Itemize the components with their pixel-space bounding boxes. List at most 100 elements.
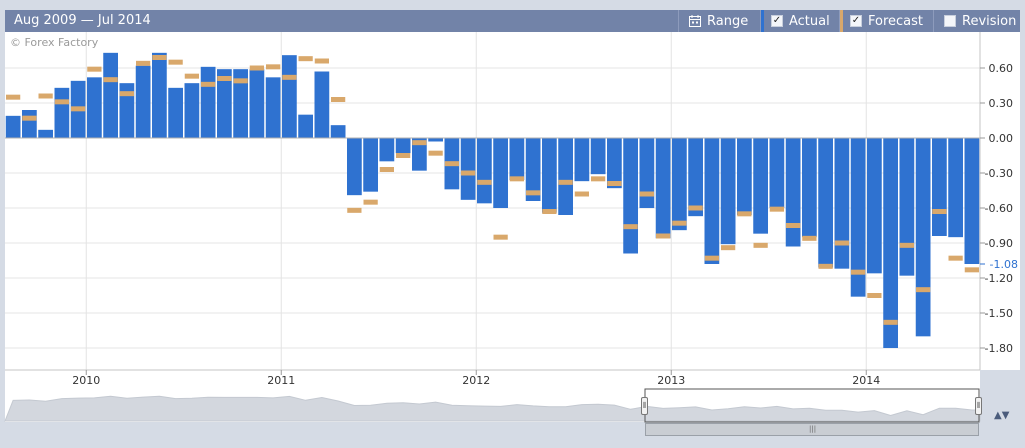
forecast-marker[interactable] — [71, 106, 86, 112]
actual-bar[interactable] — [574, 138, 590, 182]
actual-bar[interactable] — [720, 138, 736, 245]
forecast-marker[interactable] — [753, 242, 768, 248]
forecast-marker[interactable] — [87, 66, 102, 72]
forecast-marker[interactable] — [6, 94, 21, 100]
actual-bar[interactable] — [184, 83, 200, 138]
forecast-marker[interactable] — [786, 223, 801, 228]
actual-bar[interactable] — [964, 138, 980, 264]
forecast-marker[interactable] — [509, 176, 524, 182]
actual-bar[interactable] — [590, 138, 606, 175]
forecast-marker[interactable] — [639, 191, 654, 197]
forecast-marker[interactable] — [428, 150, 443, 156]
actual-bar[interactable] — [460, 138, 476, 200]
forecast-marker[interactable] — [103, 77, 118, 83]
actual-bar[interactable] — [168, 87, 183, 138]
forecast-marker[interactable] — [964, 267, 979, 273]
forecast-marker[interactable] — [672, 220, 687, 226]
forecast-marker[interactable] — [363, 199, 378, 205]
forecast-marker[interactable] — [38, 93, 53, 99]
actual-checkbox[interactable]: ✓ — [771, 15, 783, 27]
forecast-marker[interactable] — [493, 234, 508, 240]
forecast-marker[interactable] — [737, 211, 752, 217]
actual-bar[interactable] — [265, 77, 281, 138]
forecast-marker[interactable] — [867, 293, 882, 298]
actual-bar[interactable] — [525, 138, 541, 201]
navigator-handle-left[interactable]: ⦀ — [641, 397, 648, 415]
forecast-marker[interactable] — [249, 65, 264, 71]
forecast-marker[interactable] — [314, 58, 329, 64]
forecast-marker[interactable] — [22, 115, 37, 121]
revision-toggle[interactable]: Revision — [933, 10, 1020, 32]
actual-bar[interactable] — [233, 69, 248, 138]
forecast-marker[interactable] — [607, 181, 622, 186]
forecast-marker[interactable] — [347, 207, 362, 213]
forecast-marker[interactable] — [574, 191, 589, 197]
forecast-marker[interactable] — [412, 140, 427, 146]
forecast-marker[interactable] — [623, 224, 638, 230]
actual-bar[interactable] — [428, 138, 443, 142]
forecast-marker[interactable] — [184, 73, 199, 79]
forecast-marker[interactable] — [883, 319, 898, 325]
actual-bar[interactable] — [785, 138, 801, 247]
actual-bar[interactable] — [314, 71, 330, 139]
actual-bar[interactable] — [818, 138, 833, 268]
forecast-marker[interactable] — [721, 245, 736, 251]
actual-bar[interactable] — [737, 138, 752, 215]
actual-bar[interactable] — [867, 138, 882, 274]
forecast-marker[interactable] — [379, 167, 394, 172]
navigator-scrollbar[interactable]: ||| — [645, 423, 979, 436]
forecast-marker[interactable] — [851, 269, 866, 275]
forecast-marker[interactable] — [916, 287, 931, 293]
revision-checkbox[interactable] — [944, 15, 956, 27]
actual-bar[interactable] — [87, 77, 102, 138]
forecast-marker[interactable] — [948, 255, 963, 261]
scrollbar-grip[interactable]: ||| — [809, 425, 817, 433]
forecast-marker[interactable] — [558, 179, 573, 185]
forecast-marker[interactable] — [298, 56, 313, 62]
forecast-marker[interactable] — [704, 255, 719, 261]
forecast-marker[interactable] — [818, 263, 833, 269]
actual-bar[interactable] — [5, 115, 21, 138]
actual-bar[interactable] — [802, 138, 817, 238]
forecast-toggle[interactable]: ✓ Forecast — [839, 10, 933, 32]
navigator-handle-right[interactable]: ⦀ — [975, 397, 982, 415]
actual-bar[interactable] — [655, 138, 671, 239]
actual-bar[interactable] — [948, 138, 963, 238]
actual-bar[interactable] — [298, 114, 313, 138]
actual-bar[interactable] — [395, 138, 411, 154]
forecast-marker[interactable] — [396, 153, 411, 158]
forecast-marker[interactable] — [932, 209, 947, 214]
actual-bar[interactable] — [542, 138, 557, 213]
forecast-marker[interactable] — [899, 242, 914, 248]
actual-bar[interactable] — [347, 138, 362, 196]
actual-bar[interactable] — [850, 138, 866, 297]
actual-bar[interactable] — [899, 138, 915, 276]
actual-bar[interactable] — [54, 87, 70, 138]
forecast-marker[interactable] — [802, 235, 817, 241]
actual-bar[interactable] — [38, 129, 53, 138]
actual-bar[interactable] — [103, 52, 118, 139]
actual-bar[interactable] — [363, 138, 378, 192]
actual-bar[interactable] — [607, 138, 622, 189]
forecast-marker[interactable] — [444, 161, 459, 167]
forecast-marker[interactable] — [331, 97, 346, 102]
actual-bar[interactable] — [672, 138, 687, 231]
actual-bar[interactable] — [477, 138, 492, 204]
forecast-marker[interactable] — [217, 76, 232, 81]
forecast-marker[interactable] — [201, 81, 216, 87]
actual-bar[interactable] — [249, 69, 265, 138]
actual-bar[interactable] — [493, 138, 508, 208]
forecast-marker[interactable] — [769, 206, 784, 212]
forecast-marker[interactable] — [168, 59, 183, 65]
forecast-checkbox[interactable]: ✓ — [850, 15, 862, 27]
forecast-marker[interactable] — [54, 99, 69, 105]
actual-bar[interactable] — [22, 110, 37, 138]
actual-bar[interactable] — [509, 138, 525, 180]
actual-bar[interactable] — [135, 65, 151, 138]
actual-bar[interactable] — [883, 138, 898, 348]
forecast-marker[interactable] — [282, 74, 297, 80]
actual-bar[interactable] — [379, 138, 395, 162]
forecast-marker[interactable] — [136, 60, 151, 66]
actual-bar[interactable] — [200, 66, 216, 138]
forecast-marker[interactable] — [461, 170, 476, 176]
